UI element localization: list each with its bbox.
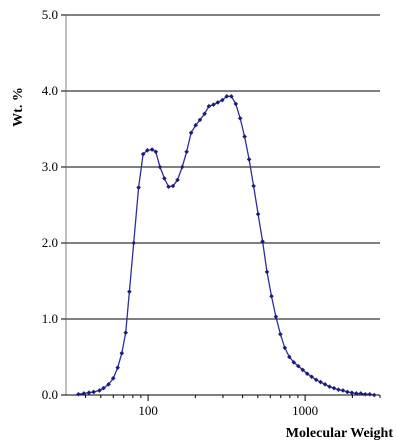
data-point bbox=[91, 389, 96, 395]
data-point bbox=[101, 385, 106, 391]
data-point bbox=[157, 164, 163, 170]
x-tick-label: 100 bbox=[138, 403, 158, 418]
data-point bbox=[362, 391, 368, 397]
data-point bbox=[145, 147, 150, 153]
y-tick-label: 3.0 bbox=[42, 159, 58, 174]
data-point bbox=[140, 151, 146, 157]
data-point bbox=[175, 177, 180, 183]
data-point bbox=[197, 117, 203, 123]
data-point bbox=[349, 390, 355, 396]
data-point bbox=[119, 350, 125, 356]
data-point bbox=[115, 365, 120, 370]
data-point bbox=[86, 390, 92, 396]
data-point bbox=[300, 367, 306, 373]
data-point bbox=[123, 330, 128, 335]
gridlines bbox=[66, 14, 380, 320]
data-point bbox=[358, 391, 364, 396]
data-point bbox=[287, 354, 292, 360]
data-point bbox=[215, 100, 221, 105]
data-point bbox=[255, 211, 261, 217]
data-point bbox=[282, 345, 288, 351]
data-point bbox=[162, 176, 167, 181]
data-point bbox=[318, 379, 323, 385]
data-point bbox=[327, 384, 332, 389]
data-point bbox=[184, 149, 189, 155]
data-point bbox=[260, 239, 265, 244]
data-point bbox=[309, 374, 314, 380]
data-point bbox=[251, 183, 256, 189]
data-point bbox=[76, 391, 81, 397]
series bbox=[76, 94, 377, 398]
data-point bbox=[237, 116, 243, 121]
data-point bbox=[304, 371, 310, 377]
data-point bbox=[340, 388, 346, 393]
data-point bbox=[233, 101, 239, 107]
y-tick-label: 4.0 bbox=[42, 83, 58, 98]
data-point bbox=[211, 102, 216, 107]
data-point bbox=[166, 184, 171, 190]
series-line bbox=[78, 95, 375, 396]
data-point bbox=[170, 183, 176, 189]
data-point bbox=[110, 375, 116, 381]
data-point bbox=[322, 382, 328, 387]
data-point bbox=[188, 130, 194, 136]
data-point bbox=[273, 314, 279, 320]
data-point bbox=[127, 289, 132, 294]
data-point bbox=[136, 185, 141, 190]
data-point bbox=[269, 293, 274, 299]
y-tick-label: 0.0 bbox=[42, 387, 58, 402]
x-tick-label: 1000 bbox=[292, 403, 318, 418]
data-point bbox=[336, 387, 341, 392]
data-point bbox=[97, 388, 102, 393]
y-axis-ticks: 0.0 1.0 2.0 3.0 4.0 5.0 bbox=[42, 7, 66, 402]
data-point bbox=[278, 331, 283, 337]
x-axis-ticks: 100 1000 bbox=[85, 395, 381, 418]
data-point bbox=[264, 269, 270, 275]
data-point bbox=[313, 377, 319, 383]
y-tick-label: 1.0 bbox=[42, 311, 58, 326]
data-point bbox=[202, 111, 207, 117]
x-axis-title: Molecular Weight bbox=[286, 426, 394, 441]
data-point bbox=[206, 103, 212, 109]
data-point bbox=[220, 97, 225, 103]
data-point bbox=[193, 122, 198, 128]
data-point bbox=[242, 134, 247, 139]
data-point bbox=[106, 382, 111, 387]
data-point bbox=[246, 157, 252, 162]
data-point bbox=[371, 392, 377, 398]
data-point bbox=[295, 363, 301, 369]
data-point bbox=[345, 389, 350, 395]
y-axis-title: Wt. % bbox=[11, 87, 26, 127]
data-point bbox=[229, 94, 234, 99]
data-point bbox=[153, 149, 159, 155]
data-point bbox=[354, 391, 359, 396]
data-point bbox=[149, 147, 155, 152]
axes bbox=[65, 15, 380, 396]
y-tick-label: 5.0 bbox=[42, 7, 58, 22]
data-point bbox=[179, 164, 185, 170]
data-point bbox=[291, 360, 297, 365]
data-point bbox=[367, 391, 373, 397]
data-point bbox=[81, 391, 87, 396]
y-tick-label: 2.0 bbox=[42, 235, 58, 250]
data-point bbox=[131, 240, 137, 246]
data-point bbox=[224, 94, 230, 99]
data-point bbox=[331, 385, 337, 391]
